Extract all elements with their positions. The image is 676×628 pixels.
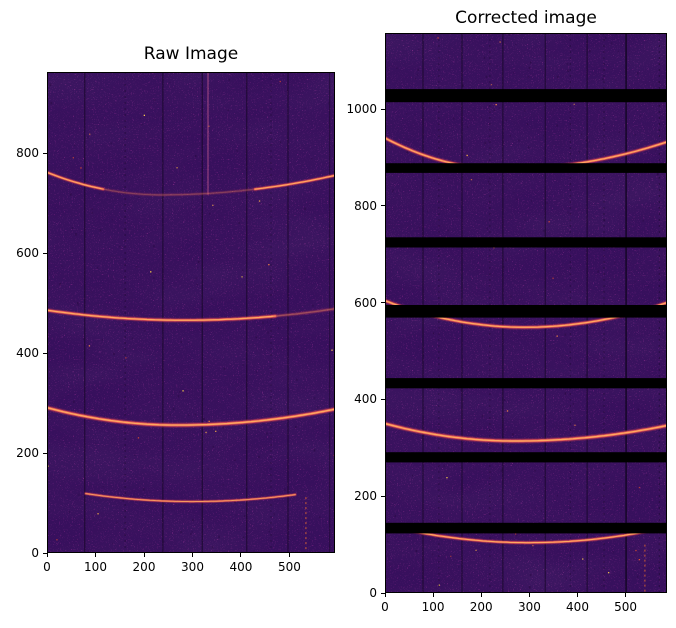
y-tick-mark bbox=[43, 252, 47, 254]
raw-panel-title: Raw Image bbox=[143, 44, 239, 64]
y-tick-mark bbox=[381, 398, 385, 400]
y-tick-mark bbox=[381, 108, 385, 110]
corrected-panel-title: Corrected image bbox=[455, 8, 597, 28]
y-tick-mark bbox=[381, 592, 385, 594]
x-tick-label: 400 bbox=[566, 600, 589, 614]
y-tick-label: 600 bbox=[354, 295, 377, 310]
x-tick-mark bbox=[288, 553, 290, 557]
x-tick-label: 500 bbox=[614, 600, 638, 614]
x-tick-label: 100 bbox=[421, 600, 445, 614]
y-tick-mark bbox=[43, 552, 47, 554]
y-tick-mark bbox=[43, 152, 47, 154]
y-tick-label: 400 bbox=[16, 346, 39, 361]
x-tick-mark bbox=[528, 593, 530, 597]
x-tick-label: 400 bbox=[229, 560, 253, 574]
raw-image-plot bbox=[47, 72, 335, 553]
y-tick-label: 1000 bbox=[346, 102, 377, 116]
y-tick-label: 600 bbox=[16, 246, 39, 261]
y-tick-label: 800 bbox=[354, 198, 377, 213]
panel-corrected: 0 100 200 300 400 500 0 200 400 600 800 1000 bbox=[346, 33, 667, 614]
y-tick-label: 400 bbox=[354, 392, 377, 407]
x-tick-label: 300 bbox=[517, 600, 541, 614]
y-tick-label: 200 bbox=[354, 489, 377, 504]
x-tick-mark bbox=[577, 593, 578, 597]
corrected-image-plot bbox=[385, 33, 667, 593]
y-tick-mark bbox=[43, 452, 47, 454]
x-tick-mark bbox=[46, 553, 48, 557]
x-tick-mark bbox=[143, 553, 145, 557]
x-tick-mark bbox=[625, 593, 627, 597]
x-tick-label: 0 bbox=[381, 600, 389, 614]
x-tick-label: 500 bbox=[277, 560, 301, 574]
y-tick-mark bbox=[43, 352, 47, 354]
x-tick-label: 100 bbox=[84, 560, 107, 574]
y-tick-mark bbox=[381, 205, 385, 207]
x-tick-mark bbox=[384, 593, 386, 597]
x-tick-mark bbox=[95, 553, 96, 557]
x-tick-label: 200 bbox=[469, 600, 493, 614]
x-tick-label: 0 bbox=[43, 560, 51, 574]
y-tick-mark bbox=[381, 302, 385, 304]
x-tick-mark bbox=[480, 593, 482, 597]
x-tick-mark bbox=[192, 553, 193, 557]
y-tick-label: 800 bbox=[16, 146, 39, 161]
panel-raw: 0 100 200 300 400 500 0 200 400 600 800 bbox=[16, 72, 335, 574]
x-tick-label: 200 bbox=[132, 560, 156, 574]
y-tick-mark bbox=[381, 495, 385, 497]
y-tick-label: 0 bbox=[31, 546, 39, 560]
y-tick-label: 200 bbox=[16, 446, 39, 461]
x-tick-mark bbox=[432, 593, 434, 597]
x-tick-label: 300 bbox=[181, 560, 204, 574]
y-tick-label: 0 bbox=[369, 586, 377, 600]
x-tick-mark bbox=[240, 553, 242, 557]
